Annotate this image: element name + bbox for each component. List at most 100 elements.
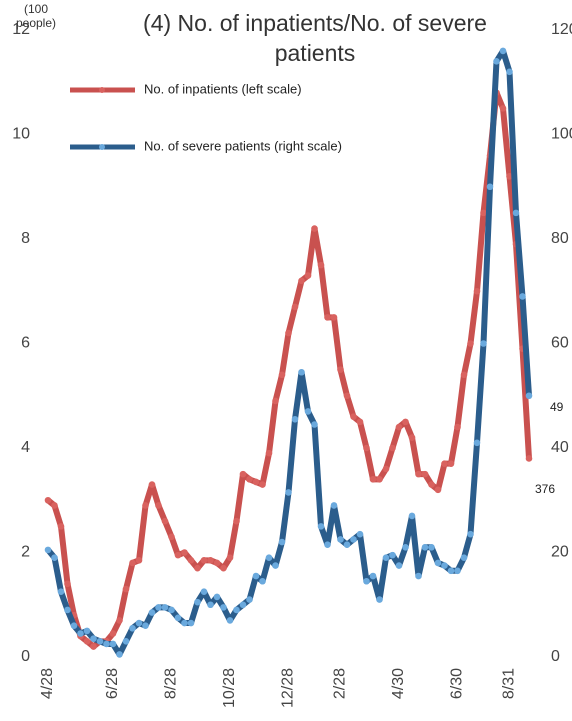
point-marker <box>70 622 78 629</box>
point-marker <box>291 415 299 423</box>
legend-marker <box>99 144 105 150</box>
point-marker <box>376 476 383 483</box>
point-marker <box>252 478 260 486</box>
point-marker <box>259 481 266 488</box>
point-marker <box>395 423 403 431</box>
point-marker <box>447 567 455 575</box>
point-marker <box>259 577 266 585</box>
point-marker <box>415 470 422 478</box>
point-marker <box>428 481 435 488</box>
point-marker <box>168 606 175 614</box>
point-marker <box>272 562 279 569</box>
point-marker <box>441 460 448 467</box>
point-marker <box>389 551 396 559</box>
point-marker <box>402 418 409 426</box>
y2-tick-label: 20 <box>551 544 569 561</box>
point-marker <box>51 554 58 562</box>
point-marker <box>369 572 377 580</box>
point-marker <box>161 517 169 525</box>
point-marker <box>246 476 253 483</box>
annotation: 49 <box>550 400 564 414</box>
point-marker <box>473 439 481 447</box>
point-marker <box>311 421 318 428</box>
point-marker <box>207 557 214 564</box>
point-marker <box>499 47 507 55</box>
point-marker <box>252 572 260 580</box>
point-marker <box>233 606 240 614</box>
point-marker <box>506 173 513 180</box>
point-marker <box>408 434 416 441</box>
legend-marker <box>99 87 105 93</box>
point-marker <box>480 209 487 217</box>
y2-tick-label: 120 <box>551 21 572 38</box>
x-tick-label: 2/28 <box>332 668 349 699</box>
point-marker <box>226 554 234 562</box>
point-marker <box>135 619 143 627</box>
point-marker <box>382 554 390 562</box>
point-marker <box>291 303 299 311</box>
point-marker <box>304 408 312 415</box>
x-tick-label: 4/28 <box>39 668 56 699</box>
point-marker <box>142 622 149 629</box>
annotation: 376 <box>535 482 555 496</box>
y-tick-label: 4 <box>21 439 30 456</box>
point-marker <box>200 588 208 595</box>
point-marker <box>278 371 286 379</box>
point-marker <box>447 460 455 467</box>
point-marker <box>330 314 338 321</box>
point-marker <box>116 617 123 624</box>
y2-tick-label: 80 <box>551 230 569 247</box>
point-marker <box>207 601 214 609</box>
point-marker <box>187 619 195 627</box>
point-marker <box>90 643 97 650</box>
point-marker <box>311 225 318 232</box>
point-marker <box>402 543 409 551</box>
point-marker <box>174 551 182 559</box>
point-marker <box>512 209 520 217</box>
point-marker <box>213 559 221 567</box>
y-tick-label: 6 <box>21 335 30 352</box>
point-marker <box>220 564 227 572</box>
x-tick-label: 8/28 <box>163 668 180 699</box>
point-marker <box>421 543 429 551</box>
point-marker <box>298 277 305 285</box>
point-marker <box>246 596 253 603</box>
point-marker <box>363 577 370 585</box>
point-marker <box>317 261 325 269</box>
point-marker <box>343 541 351 548</box>
point-marker <box>337 536 344 543</box>
legend-label: No. of severe patients (right scale) <box>144 138 342 153</box>
x-tick-label: 6/28 <box>104 668 121 699</box>
point-marker <box>90 635 97 643</box>
point-marker <box>382 465 390 473</box>
point-marker <box>272 397 279 405</box>
point-marker <box>239 601 247 609</box>
point-marker <box>460 554 468 562</box>
point-marker <box>395 562 403 569</box>
point-marker <box>116 651 123 658</box>
point-marker <box>213 593 221 601</box>
point-marker <box>142 502 149 509</box>
point-marker <box>129 559 136 567</box>
point-marker <box>122 638 130 645</box>
point-marker <box>109 630 117 637</box>
point-marker <box>493 58 500 65</box>
point-marker <box>324 541 331 548</box>
point-marker <box>343 392 351 400</box>
y2-tick-label: 100 <box>551 126 572 143</box>
point-marker <box>103 640 110 648</box>
point-marker <box>168 533 175 541</box>
point-marker <box>363 444 370 452</box>
point-marker <box>285 489 292 496</box>
point-marker <box>278 538 286 546</box>
point-marker <box>155 604 162 611</box>
point-marker <box>415 572 422 580</box>
y-tick-label: 8 <box>21 230 30 247</box>
point-marker <box>83 627 91 635</box>
point-marker <box>467 340 474 347</box>
point-marker <box>525 392 533 400</box>
y2-tick-label: 0 <box>551 648 560 665</box>
point-marker <box>441 562 448 569</box>
